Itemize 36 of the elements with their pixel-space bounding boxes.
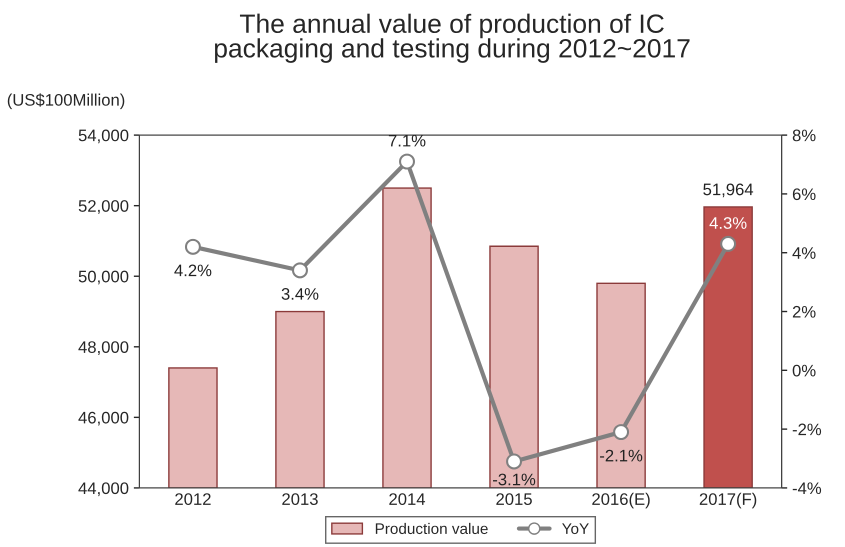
y2-tick-label: -4% — [792, 482, 822, 494]
y2-tick-label: 2% — [792, 306, 816, 318]
data-label: 51,964 — [703, 184, 754, 198]
y2-tick-label: 0% — [792, 364, 816, 377]
y2-tick-label: -2% — [792, 424, 822, 436]
data-label: 4.3% — [710, 217, 747, 229]
x-tick-label: 2017(F) — [700, 492, 756, 508]
point — [399, 154, 415, 170]
y-tick-label: 52,000 — [78, 200, 128, 214]
y-tick-label: 48,000 — [78, 341, 128, 355]
data-label: 7.1% — [388, 134, 426, 147]
y-tick-label: 46,000 — [78, 412, 128, 426]
legend-label: YoY — [562, 523, 589, 534]
y2-tick-label: 6% — [792, 188, 816, 200]
point — [613, 424, 630, 440]
data-label: -2.1% — [600, 450, 642, 462]
x-tick-label: 2013 — [282, 493, 318, 506]
y-tick-label: 54,000 — [78, 130, 128, 144]
point — [506, 453, 522, 470]
x-tick-label: 2016(E) — [592, 492, 650, 508]
y2-tick-label: 8% — [792, 130, 816, 142]
data-label: 4.2% — [174, 264, 212, 276]
legend-label: Production value — [376, 522, 488, 534]
y2-tick-label: 4% — [792, 247, 816, 259]
point — [720, 236, 736, 252]
point — [184, 238, 201, 255]
x-tick-label: 2012 — [175, 493, 211, 506]
y-tick-label: 50,000 — [78, 270, 128, 284]
x-tick-label: 2015 — [496, 493, 532, 506]
y-tick-label: 44,000 — [78, 482, 128, 496]
data-label: -3.1% — [493, 474, 536, 486]
data-label: 3.4% — [282, 288, 318, 300]
y-axis-title: (US$100Million) — [8, 93, 124, 110]
x-tick-label: 2014 — [389, 493, 426, 506]
chart-title: The annual value of production of IC packaging and testing during 2012~2017 — [215, 14, 690, 63]
point — [292, 262, 308, 278]
